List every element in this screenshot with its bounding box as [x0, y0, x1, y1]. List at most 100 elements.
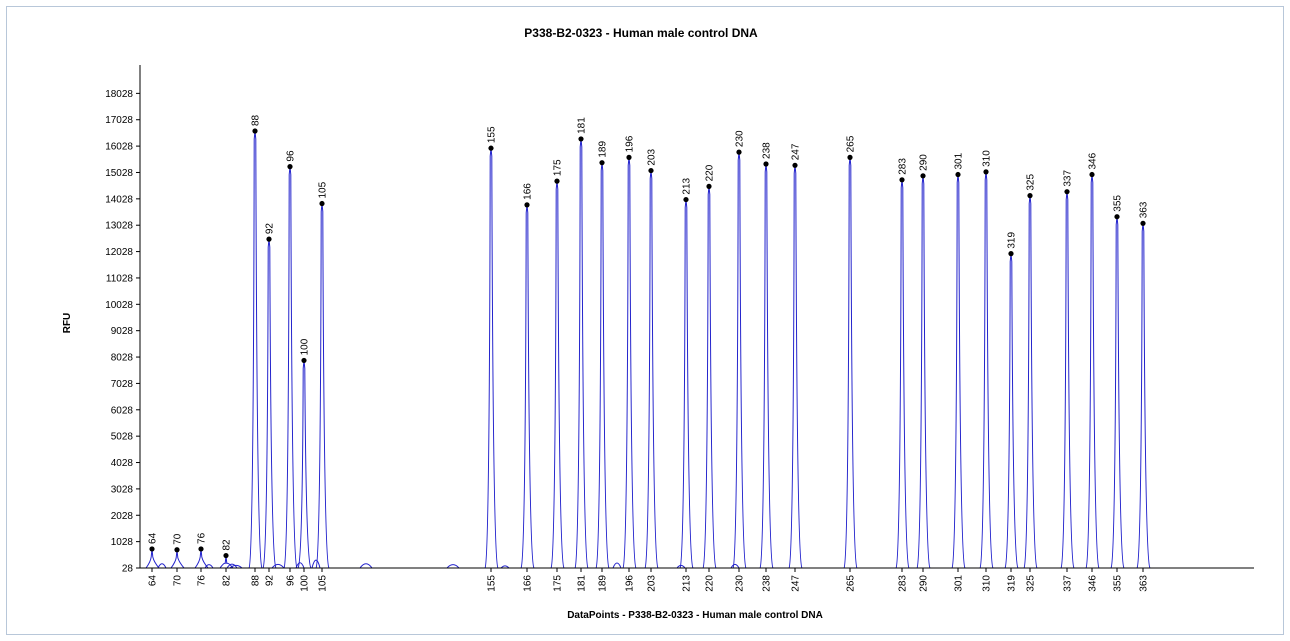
peak-marker	[763, 161, 769, 167]
x-tick-label: 175	[553, 575, 564, 592]
peak-label: 238	[762, 142, 773, 159]
x-tick-label: 319	[1007, 575, 1018, 592]
x-tick-label: 337	[1063, 575, 1074, 592]
x-tick-label: 310	[982, 575, 993, 592]
minor-peak	[226, 563, 238, 569]
y-tick-label: 11028	[106, 273, 134, 284]
y-tick-label: 18028	[105, 89, 133, 100]
peak-label: 70	[173, 533, 184, 545]
peak-marker	[1140, 220, 1146, 226]
peak-marker	[792, 162, 798, 168]
minor-peak	[359, 563, 373, 569]
x-tick-label: 100	[300, 575, 311, 592]
peak-label: 166	[523, 183, 534, 200]
y-tick-label: 15028	[105, 168, 133, 179]
x-tick-label: 238	[762, 575, 773, 592]
peak-marker	[149, 546, 155, 552]
peak-marker	[266, 236, 272, 242]
peak-label: 105	[318, 181, 329, 198]
peak-marker	[1027, 193, 1033, 199]
peak-label: 100	[300, 338, 311, 355]
minor-peak	[229, 564, 243, 569]
peak-label: 175	[553, 159, 564, 176]
x-tick-label: 213	[682, 575, 693, 592]
x-tick-label: 82	[222, 575, 233, 587]
x-tick-label: 76	[197, 575, 208, 587]
peak-label: 76	[197, 532, 208, 544]
peak-label: 64	[148, 532, 159, 544]
y-tick-label: 5028	[111, 432, 134, 443]
x-tick-label: 166	[523, 575, 534, 592]
x-axis-title: DataPoints - P338-B2-0323 - Human male c…	[567, 610, 823, 621]
x-tick-label: 247	[791, 575, 802, 592]
x-tick-label: 230	[735, 575, 746, 592]
peak-label: 82	[222, 539, 233, 551]
y-axis-title: RFU	[62, 313, 73, 334]
peak-marker	[223, 552, 229, 559]
peak-marker	[955, 171, 961, 178]
x-tick-label: 283	[898, 575, 909, 592]
peak-label: 355	[1113, 195, 1124, 212]
x-tick-label: 105	[318, 575, 329, 592]
peak-marker	[983, 169, 989, 175]
peak-label: 247	[791, 143, 802, 160]
peak-marker	[301, 357, 307, 364]
peak-label: 155	[487, 126, 498, 143]
peak-label: 96	[286, 150, 297, 162]
x-tick-label: 70	[173, 575, 184, 587]
peak-marker	[706, 183, 712, 189]
peak-label: 189	[598, 141, 609, 158]
peak-label: 290	[919, 154, 930, 171]
minor-peak	[271, 563, 285, 569]
peak-label: 325	[1026, 174, 1037, 191]
minor-peak	[500, 565, 510, 569]
peak-marker	[648, 167, 654, 174]
y-tick-label: 12028	[105, 247, 133, 258]
peak-marker	[599, 160, 605, 166]
x-tick-label: 155	[487, 575, 498, 592]
marker-layer: 64 70 76 82 88 92 96 100 105 155 166 175 181 189 196 20…	[148, 114, 1150, 559]
peak-marker	[174, 547, 180, 553]
x-tick-label: 196	[625, 575, 636, 592]
peak-label: 301	[954, 152, 965, 169]
minor-peak	[730, 563, 740, 569]
minor-peak	[157, 563, 167, 569]
chart-title: P338-B2-0323 - Human male control DNA	[524, 26, 758, 40]
y-tick-label: 10028	[105, 300, 133, 311]
peak-marker	[736, 149, 742, 155]
peak-label: 319	[1007, 232, 1018, 249]
x-tick-label: 189	[598, 575, 609, 592]
peak-label: 346	[1088, 152, 1099, 169]
y-tick-label: 4028	[111, 458, 134, 469]
peak-label: 196	[625, 135, 636, 152]
peak-marker	[626, 154, 632, 160]
y-tick-label: 16028	[105, 142, 133, 153]
minor-peak	[311, 559, 321, 569]
x-tick-label: 325	[1026, 575, 1037, 592]
peak-label: 265	[846, 135, 857, 152]
x-tick-label: 355	[1113, 575, 1124, 592]
peak-marker	[1089, 171, 1095, 178]
peak-marker	[554, 178, 560, 184]
peak-label: 88	[251, 114, 262, 126]
peak-label: 283	[898, 158, 909, 175]
x-tick-label: 301	[954, 575, 965, 592]
peak-marker	[1064, 189, 1070, 195]
peak-label: 230	[735, 130, 746, 147]
peak-label: 181	[577, 117, 588, 134]
x-tick-label: 363	[1139, 575, 1150, 592]
axis-layer: 28 1028 2028 3028 4028 5028 6028 7028 8028 9028 10…	[105, 65, 1254, 592]
x-tick-label: 203	[647, 575, 658, 592]
y-tick-label: 14028	[105, 194, 133, 205]
peak-marker	[847, 154, 853, 160]
peak-marker	[287, 164, 293, 170]
peak-marker	[899, 177, 905, 183]
y-tick-label: 2028	[111, 511, 134, 522]
peak-marker	[578, 136, 584, 142]
peak-label: 363	[1139, 201, 1150, 218]
y-tick-label: 7028	[111, 379, 134, 390]
x-tick-label: 181	[577, 575, 588, 592]
y-tick-label: 13028	[105, 221, 133, 232]
y-tick-label: 17028	[105, 115, 133, 126]
peak-marker	[488, 145, 494, 151]
